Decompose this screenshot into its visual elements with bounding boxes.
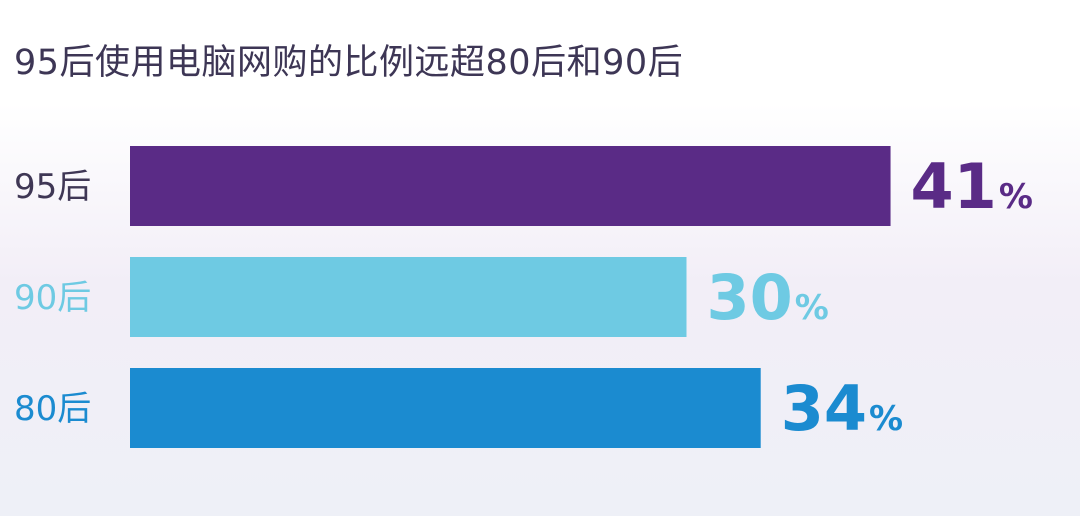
category-label: 80后 [14, 389, 91, 429]
chart-title: 95后使用电脑网购的比例远超80后和90后 [14, 43, 684, 83]
bar [130, 146, 891, 226]
category-label: 95后 [14, 167, 91, 207]
bar [130, 257, 687, 337]
value-label: 30% [707, 261, 829, 334]
category-label: 90后 [14, 278, 91, 318]
value-label: 41% [911, 150, 1033, 223]
bar [130, 368, 761, 448]
value-label: 34% [781, 372, 903, 445]
